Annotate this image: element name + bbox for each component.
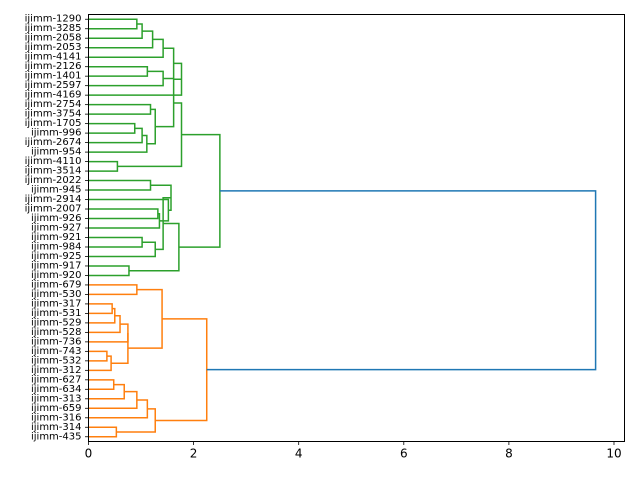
x-tick-label: 0 <box>85 447 93 461</box>
dendrogram-link-n21 <box>150 184 172 211</box>
dendrogram-link-n14 <box>155 78 182 128</box>
x-tick-label: 8 <box>505 447 513 461</box>
dendrogram-link-n35 <box>111 332 129 364</box>
leaf-labels: ijimm-1290ijimm-3285ijimm-2058ijimm-2053… <box>25 14 89 442</box>
x-tick-label: 10 <box>606 447 621 461</box>
dendrogram-link-n1 <box>88 18 138 30</box>
leaf-label: ijimm-2914 <box>25 194 82 205</box>
dendrogram-link-n12 <box>88 134 148 153</box>
leaf-label: ijimm-926 <box>31 213 82 224</box>
x-tick-label: 6 <box>400 447 408 461</box>
leaf-label: ijimm-316 <box>31 412 82 423</box>
leaf-label: ijimm-954 <box>31 147 82 158</box>
dendrogram-link-n43 <box>155 318 208 422</box>
leaf-label: ijimm-529 <box>31 317 82 328</box>
leaf-label: ijimm-317 <box>31 298 82 309</box>
leaf-label: ijimm-984 <box>31 241 82 252</box>
leaf-label: ijimm-925 <box>31 251 82 262</box>
leaf-label: ijimm-2597 <box>25 80 82 91</box>
dendrogram-link-n38 <box>88 383 125 400</box>
leaf-label: ijimm-2058 <box>25 33 82 44</box>
leaf-label: ijimm-312 <box>31 365 82 376</box>
dendrogram-link-n26 <box>128 222 180 272</box>
leaf-label: ijimm-736 <box>31 336 82 347</box>
dendrogram-link-n10 <box>88 122 136 134</box>
leaf-label: ijimm-921 <box>31 232 82 243</box>
leaf-label: ijimm-3754 <box>25 109 82 120</box>
leaf-label: ijimm-679 <box>31 279 82 290</box>
dendrogram-link-n7 <box>163 47 175 80</box>
leaf-label: ijimm-531 <box>31 308 82 319</box>
leaf-label: ijimm-3514 <box>25 166 82 177</box>
dendrogram-link-n44 <box>206 190 597 371</box>
dendrogram-link-n28 <box>88 284 138 296</box>
leaf-label: ijimm-2022 <box>25 175 82 186</box>
dendrogram-link-n29 <box>88 303 113 315</box>
leaf-label: ijimm-1290 <box>25 14 82 25</box>
leaf-label: ijimm-1705 <box>25 118 82 129</box>
leaf-label: ijimm-659 <box>31 403 82 414</box>
dendrogram-link-n42 <box>116 408 156 433</box>
leaf-label: ijimm-996 <box>31 128 82 139</box>
leaf-label: ijimm-532 <box>31 355 82 366</box>
x-axis: 0 2 4 6 8 10 <box>85 441 622 461</box>
leaf-label: ijimm-3285 <box>25 23 82 34</box>
leaf-label: ijimm-530 <box>31 289 82 300</box>
leaf-label: ijimm-313 <box>31 393 82 404</box>
dendrogram-link-n31 <box>88 315 121 334</box>
leaf-label: ijimm-4110 <box>25 156 82 167</box>
leaf-label: ijimm-945 <box>31 185 82 196</box>
leaf-label: ijimm-2053 <box>25 42 82 53</box>
leaf-label: ijimm-2754 <box>25 99 82 110</box>
leaf-label: ijimm-4141 <box>25 52 82 63</box>
x-tick-label: 2 <box>190 447 198 461</box>
leaf-label: ijimm-2126 <box>25 61 82 72</box>
leaf-label: ijimm-634 <box>31 384 82 395</box>
leaf-label: ijimm-314 <box>31 422 82 433</box>
leaf-label: ijimm-2007 <box>25 204 82 215</box>
leaf-label: ijimm-920 <box>31 270 82 281</box>
leaf-label: ijimm-1401 <box>25 71 82 82</box>
dendrogram-link-n13 <box>146 108 156 145</box>
leaf-label: ijimm-743 <box>31 346 82 357</box>
dendrogram-link-n39 <box>88 390 138 410</box>
x-tick-label: 4 <box>295 447 303 461</box>
leaf-label: ijimm-917 <box>31 260 82 271</box>
dendrogram-link-n34 <box>88 355 112 372</box>
leaf-label: ijimm-927 <box>31 223 82 234</box>
dendrogram-link-n19 <box>88 213 161 229</box>
leaf-label: ijimm-627 <box>31 374 82 385</box>
leaf-label: ijimm-435 <box>31 431 82 442</box>
dendrogram-link-n8 <box>88 62 183 96</box>
leaf-label: ijimm-4169 <box>25 90 82 101</box>
leaf-label: ijimm-2674 <box>25 137 82 148</box>
leaf-label: ijimm-528 <box>31 327 82 338</box>
dendrogram-link-n23 <box>88 241 156 258</box>
dendrogram-links <box>88 18 597 438</box>
dendrogram-link-n33 <box>88 350 108 362</box>
